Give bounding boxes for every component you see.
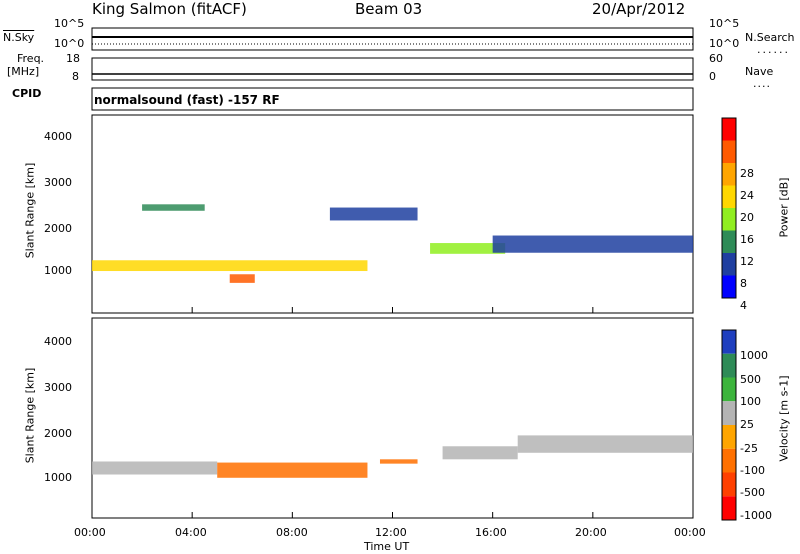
power-colorbar-swatch-3 xyxy=(722,185,736,208)
power-cb-tick-24: 24 xyxy=(740,189,754,202)
band-power-5 xyxy=(492,235,693,253)
date-title: 20/Apr/2012 xyxy=(592,0,686,18)
power-cb-tick-20: 20 xyxy=(740,211,754,224)
velocity-colorbar-swatch-2 xyxy=(722,377,736,402)
power-colorbar-swatch-7 xyxy=(722,275,736,298)
nave-tick-top: 60 xyxy=(709,52,723,65)
velocity-colorbar-swatch-4 xyxy=(722,425,736,449)
band-power-3 xyxy=(329,207,418,221)
velocity-colorbar-swatch-3 xyxy=(722,401,736,425)
velocity-colorbar-swatch-0 xyxy=(722,330,736,354)
velocity-colorbar-swatch-7 xyxy=(722,496,736,520)
vel-cb-tick-minus25: -25 xyxy=(740,442,758,455)
vel-ytick-3000: 3000 xyxy=(44,381,72,394)
power-cb-tick-8: 8 xyxy=(740,277,747,290)
power-cb-tick-28: 28 xyxy=(740,167,754,180)
xtick-6: 00:00 xyxy=(674,526,706,539)
nsky-tick-top: 10^5 xyxy=(54,17,85,30)
nave-tick-bottom: 0 xyxy=(709,70,716,83)
freq-unit-label: [MHz] xyxy=(7,65,40,78)
power-ytick-4000: 4000 xyxy=(44,130,72,143)
velocity-colorbar-swatch-6 xyxy=(722,472,736,497)
power-colorbar-swatch-1 xyxy=(722,140,736,163)
vel-cb-tick-minus100: -100 xyxy=(740,464,765,477)
nsky-tick-bottom: 10^0 xyxy=(54,37,85,50)
vel-ytick-1000: 1000 xyxy=(44,471,72,484)
band-velocity-1 xyxy=(217,462,368,478)
vel-cb-tick-minus1000: -1000 xyxy=(740,509,772,522)
power-colorbar-swatch-6 xyxy=(722,253,736,276)
band-power-2 xyxy=(142,204,205,211)
power-cb-tick-4: 4 xyxy=(740,299,747,312)
band-velocity-0 xyxy=(92,461,218,475)
x-axis-label: Time UT xyxy=(364,540,410,553)
xtick-2: 08:00 xyxy=(276,526,308,539)
power-cb-tick-16: 16 xyxy=(740,233,754,246)
band-power-1 xyxy=(229,274,255,283)
vel-cb-tick-500: 500 xyxy=(740,373,761,386)
nsearch-tick-top: 10^5 xyxy=(709,17,740,30)
freq-label: Freq. xyxy=(17,52,45,65)
xtick-3: 12:00 xyxy=(375,526,407,539)
cpid-panel-frame xyxy=(91,87,694,111)
cpid-label: CPID xyxy=(12,87,42,100)
velocity-colorbar-frame xyxy=(721,329,737,521)
vel-cb-tick-1000: 1000 xyxy=(740,349,768,362)
xtick-1: 04:00 xyxy=(175,526,207,539)
nsearch-dots: ...... xyxy=(757,43,790,56)
beam-title: Beam 03 xyxy=(355,0,423,18)
band-velocity-2 xyxy=(379,459,418,464)
noise-panel-frame xyxy=(91,27,694,51)
nsearch-label: N.Search xyxy=(745,31,795,44)
power-colorbar-swatch-2 xyxy=(722,163,736,186)
band-velocity-4 xyxy=(517,435,693,453)
cpid-text: normalsound (fast) -157 RF xyxy=(94,93,280,107)
velocity-panel-frame xyxy=(91,317,694,519)
vel-ytick-2000: 2000 xyxy=(44,427,72,440)
power-cb-tick-12: 12 xyxy=(740,255,754,268)
vel-cb-tick-100: 100 xyxy=(740,395,761,408)
power-ytick-1000: 1000 xyxy=(44,264,72,277)
xtick-4: 16:00 xyxy=(475,526,507,539)
power-colorbar-swatch-5 xyxy=(722,230,736,253)
vel-ytick-4000: 4000 xyxy=(44,335,72,348)
band-velocity-3 xyxy=(442,446,518,460)
vel-cb-tick-minus500: -500 xyxy=(740,486,765,499)
power-colorbar-swatch-0 xyxy=(722,118,736,141)
freq-tick-top: 18 xyxy=(66,52,80,65)
vel-cb-tick-25: 25 xyxy=(740,418,754,431)
freq-panel-frame xyxy=(91,57,694,81)
xtick-5: 20:00 xyxy=(575,526,607,539)
xtick-0: 00:00 xyxy=(74,526,106,539)
band-power-0 xyxy=(92,260,368,272)
station-title: King Salmon (fitACF) xyxy=(92,0,247,18)
nsearch-tick-bottom: 10^0 xyxy=(709,37,740,50)
freq-tick-bottom: 8 xyxy=(72,70,79,83)
power-colorbar-frame xyxy=(721,117,737,299)
power-colorbar-swatch-4 xyxy=(722,208,736,231)
power-ytick-3000: 3000 xyxy=(44,176,72,189)
velocity-colorbar-swatch-5 xyxy=(722,448,736,473)
velocity-colorbar-swatch-1 xyxy=(722,353,736,378)
power-ytick-2000: 2000 xyxy=(44,222,72,235)
nave-label: Nave xyxy=(745,65,774,78)
nsky-label: N.Sky xyxy=(3,31,35,44)
band-power-4 xyxy=(430,243,506,254)
nave-dots: .... xyxy=(753,77,771,90)
